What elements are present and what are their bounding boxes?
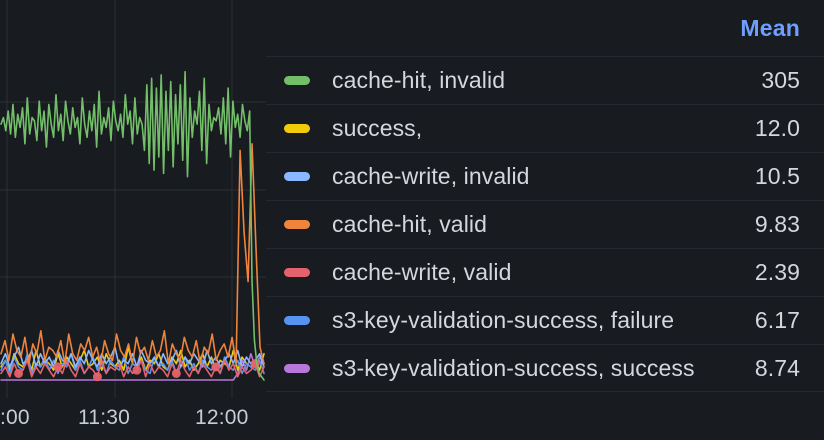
legend-column-header-mean[interactable]: Mean: [740, 14, 800, 41]
legend-color-swatch[interactable]: [284, 316, 310, 325]
series-line: [0, 143, 265, 365]
legend-color-swatch[interactable]: [284, 220, 310, 229]
legend-mean-value: 6.17: [754, 307, 800, 333]
legend-mean-value: 8.74: [754, 354, 800, 381]
legend-series-label[interactable]: cache-hit, invalid: [332, 67, 506, 93]
legend-mean-value: 2.39: [754, 259, 800, 285]
series-line: [0, 70, 265, 381]
legend-series-label[interactable]: success,: [332, 115, 423, 141]
legend-color-swatch[interactable]: [284, 172, 310, 181]
legend-row[interactable]: s3-key-validation-success, success 8.74: [266, 344, 824, 392]
x-axis-tick-label: 12:00: [195, 406, 249, 429]
x-axis-tick-label: 11:30: [78, 406, 130, 429]
legend-series-label[interactable]: cache-hit, valid: [332, 211, 488, 237]
legend-color-swatch[interactable]: [284, 363, 310, 373]
legend-row[interactable]: success, 12.0: [266, 104, 824, 152]
legend-rows: cache-hit, invalid 305 success, 12.0 cache-w…: [266, 56, 824, 392]
x-axis: :00 11:30 12:00: [0, 398, 266, 440]
legend-row[interactable]: cache-hit, valid 9.83: [266, 200, 824, 248]
legend-series-label[interactable]: cache-write, invalid: [332, 163, 530, 189]
series-line: [0, 352, 265, 381]
legend-row[interactable]: cache-write, invalid 10.5: [266, 152, 824, 200]
legend-row[interactable]: cache-write, valid 2.39: [266, 248, 824, 296]
legend[interactable]: Mean cache-hit, invalid 305 success, 12.0 ca…: [266, 0, 824, 440]
legend-mean-value: 305: [761, 67, 800, 93]
legend-color-swatch[interactable]: [284, 268, 310, 277]
plot-svg: [0, 0, 266, 398]
legend-header: Mean: [266, 0, 824, 56]
chart-area[interactable]: :00 11:30 12:00: [0, 0, 266, 440]
legend-color-swatch[interactable]: [284, 76, 310, 85]
legend-row[interactable]: cache-hit, invalid 305: [266, 56, 824, 104]
legend-row[interactable]: s3-key-validation-success, failure 6.17: [266, 296, 824, 344]
series-point-markers: [14, 359, 260, 382]
legend-mean-value: 10.5: [754, 163, 800, 189]
legend-series-label[interactable]: s3-key-validation-success, success: [332, 354, 695, 381]
legend-series-label[interactable]: cache-write, valid: [332, 259, 512, 285]
series-line: [0, 359, 265, 378]
plot-canvas[interactable]: [0, 0, 266, 398]
x-axis-tick-label: :00: [0, 406, 30, 429]
legend-color-swatch[interactable]: [284, 124, 310, 133]
legend-series-label[interactable]: s3-key-validation-success, failure: [332, 307, 675, 333]
legend-mean-value: 12.0: [754, 115, 800, 141]
legend-mean-value: 9.83: [754, 211, 800, 237]
